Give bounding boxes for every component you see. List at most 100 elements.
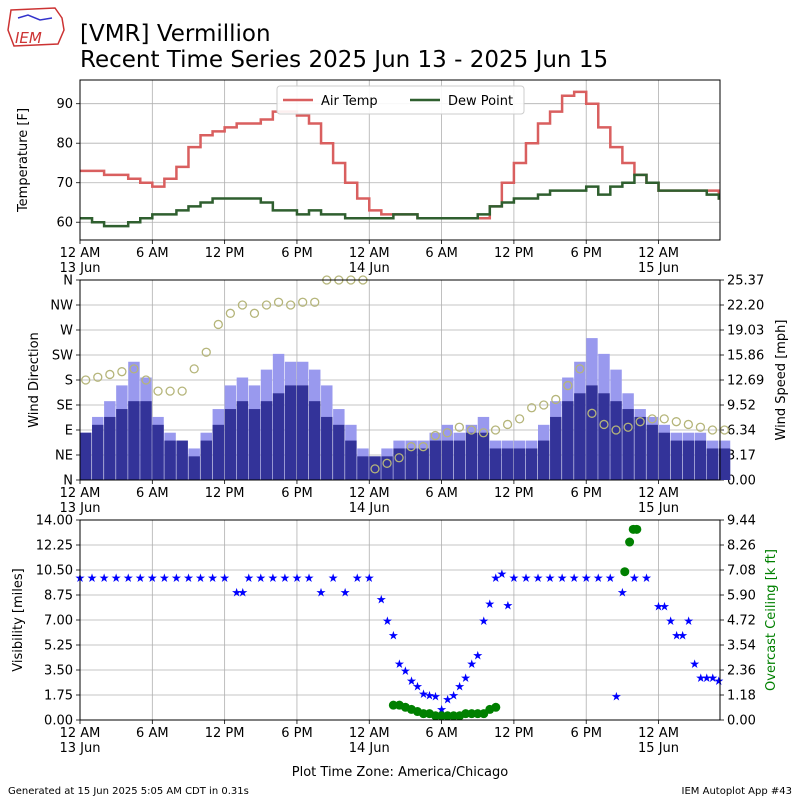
- y-tick-label: 60: [56, 216, 73, 231]
- x-tick-label: 12 PM: [494, 246, 534, 261]
- temperature-axis-label: Temperature [F]: [16, 108, 31, 213]
- wind-speed-bar: [104, 416, 116, 480]
- x-tick-label: 6 AM: [425, 726, 458, 741]
- visibility-point: ★: [207, 571, 218, 585]
- visibility-point: ★: [418, 687, 429, 701]
- visibility-point: ★: [545, 571, 556, 585]
- visibility-point: ★: [430, 690, 441, 704]
- wind-direction-point: [177, 386, 187, 396]
- x-tick-label: 12 AM: [60, 726, 101, 741]
- y2-tick-label: 2.36: [727, 664, 756, 679]
- wind-direction-point: [611, 425, 621, 435]
- wind-direction-point: [310, 297, 320, 307]
- wind-speed-bar: [682, 440, 695, 480]
- wind-speed-bar: [248, 409, 261, 480]
- visibility-point: ★: [267, 571, 278, 585]
- wind-speed-bar: [562, 401, 574, 480]
- wind-direction-point: [430, 430, 440, 441]
- wind-speed-bar: [236, 401, 249, 480]
- visibility-point: ★: [611, 690, 622, 704]
- visibility-tick-label: 7.00: [44, 614, 73, 629]
- wind-direction-point: [285, 300, 296, 310]
- y2-tick-label: 22.20: [727, 299, 764, 314]
- wind-direction-point: [117, 367, 127, 377]
- visibility-point: ★: [569, 571, 580, 585]
- x-tick-label: 12 PM: [494, 726, 534, 741]
- wind-direction-point: [93, 372, 103, 382]
- wind-speed-bar: [646, 424, 658, 480]
- x-tick-label: 6 AM: [425, 246, 458, 261]
- visibility-point: ★: [557, 571, 568, 585]
- x-tick-label: 12 AM: [349, 246, 390, 261]
- visibility-point: ★: [352, 571, 363, 585]
- wind-direction-point: [81, 375, 91, 385]
- visibility-point: ★: [87, 571, 98, 585]
- plot-frame: [79, 279, 721, 481]
- wind-speed-bar: [429, 440, 441, 480]
- visibility-point: ★: [280, 571, 291, 585]
- visibility-point: ★: [171, 571, 182, 585]
- x-tick-date-label: 14 Jun: [349, 741, 390, 756]
- wind-speed-bar: [586, 385, 598, 480]
- wind-speed-bar: [345, 440, 357, 480]
- plot-frame: [79, 79, 721, 241]
- visibility-point: ★: [496, 567, 507, 581]
- x-tick-date-label: 15 Jun: [638, 261, 679, 276]
- visibility-point: ★: [478, 614, 489, 628]
- wind-direction-tick-label: N: [63, 474, 73, 489]
- wind-speed-bar: [272, 393, 285, 480]
- wind-speed-bar: [489, 448, 502, 480]
- wind-direction-point: [719, 425, 730, 435]
- visibility-point: ★: [328, 571, 339, 585]
- y2-tick-label: 0.00: [727, 474, 756, 489]
- visibility-point: ★: [701, 671, 712, 685]
- wind-speed-bar: [538, 440, 550, 480]
- x-tick-label: 12 PM: [205, 246, 245, 261]
- wind-direction-tick-label: N: [63, 274, 73, 289]
- y2-tick-label: 5.90: [727, 589, 756, 604]
- wind-speed-bar: [393, 448, 405, 480]
- x-tick-label: 12 PM: [205, 486, 245, 501]
- visibility-point: ★: [376, 593, 387, 607]
- wind-direction-point: [273, 297, 284, 307]
- wind-speed-bar: [694, 440, 707, 480]
- visibility-tick-label: 8.75: [44, 589, 73, 604]
- y-tick-label: 70: [56, 176, 73, 191]
- y2-tick-label: 9.44: [727, 514, 756, 529]
- wind-direction-point: [141, 375, 151, 385]
- wind-direction-point: [261, 300, 272, 310]
- visibility-point: ★: [490, 571, 501, 585]
- visibility-tick-label: 14.00: [36, 514, 73, 529]
- x-tick-date-label: 13 Jun: [60, 741, 101, 756]
- x-tick-label: 6 PM: [281, 246, 312, 261]
- x-tick-label: 6 AM: [136, 486, 169, 501]
- app-label: IEM Autoplot App #43: [682, 786, 792, 797]
- wind-direction-axis-label: Wind Direction: [27, 332, 42, 428]
- visibility-point: ★: [340, 585, 351, 599]
- x-tick-label: 12 AM: [349, 726, 390, 741]
- temperature-legend: Air Temp Dew Point: [276, 85, 525, 115]
- wind-speed-bar: [224, 409, 237, 480]
- wind-direction-point: [298, 297, 308, 307]
- x-tick-date-label: 15 Jun: [638, 501, 679, 516]
- ceiling-axis-label: Overcast Ceiling [k ft]: [764, 549, 779, 691]
- wind-direction-point: [418, 442, 428, 452]
- wind-direction-point: [575, 364, 585, 374]
- visibility-point: ★: [237, 585, 248, 599]
- wind-speed-bar: [200, 440, 212, 480]
- air-temp-legend-label: Air Temp: [321, 94, 378, 109]
- wind-direction-point: [587, 408, 597, 418]
- y2-tick-label: 7.08: [727, 564, 756, 579]
- y2-tick-label: 19.03: [727, 324, 764, 339]
- visibility-point: ★: [424, 688, 435, 702]
- wind-direction-point: [382, 458, 392, 468]
- x-tick-date-label: 13 Jun: [60, 501, 101, 516]
- dew-point-legend-label: Dew Point: [448, 94, 513, 109]
- wind-direction-point: [165, 386, 175, 396]
- y2-tick-label: 25.37: [727, 274, 764, 289]
- wind-direction-point: [623, 422, 633, 432]
- visibility-point: ★: [521, 571, 532, 585]
- wind-direction-point: [671, 417, 681, 427]
- wind-speed-bar: [92, 424, 104, 480]
